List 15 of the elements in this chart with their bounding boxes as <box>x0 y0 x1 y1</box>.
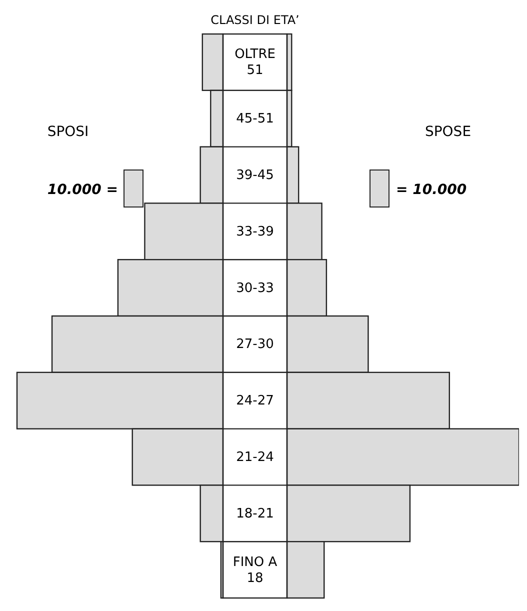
y-tick-label: 21-24 <box>236 450 274 465</box>
y-tick-label: FINO A 18 <box>232 554 278 586</box>
y-tick-label: 27-30 <box>236 336 274 352</box>
text: SPOSE <box>424 124 472 140</box>
y-tick-label: OLTRE 51 <box>234 46 276 78</box>
y-tick-label: 30-33 <box>236 280 274 296</box>
text: CLASSI DI ETA’ <box>210 13 300 27</box>
y-tick-label: 24-27 <box>236 393 274 408</box>
annotation: = 10.000 <box>396 182 467 198</box>
text: SPOSI <box>47 124 89 140</box>
y-tick-label: 39-45 <box>236 168 274 183</box>
y-tick-label: 18-21 <box>236 506 274 521</box>
annotation: 10.000 = <box>47 182 118 198</box>
y-tick-label: 33-39 <box>236 224 274 239</box>
y-tick-label: 45-51 <box>236 111 274 126</box>
